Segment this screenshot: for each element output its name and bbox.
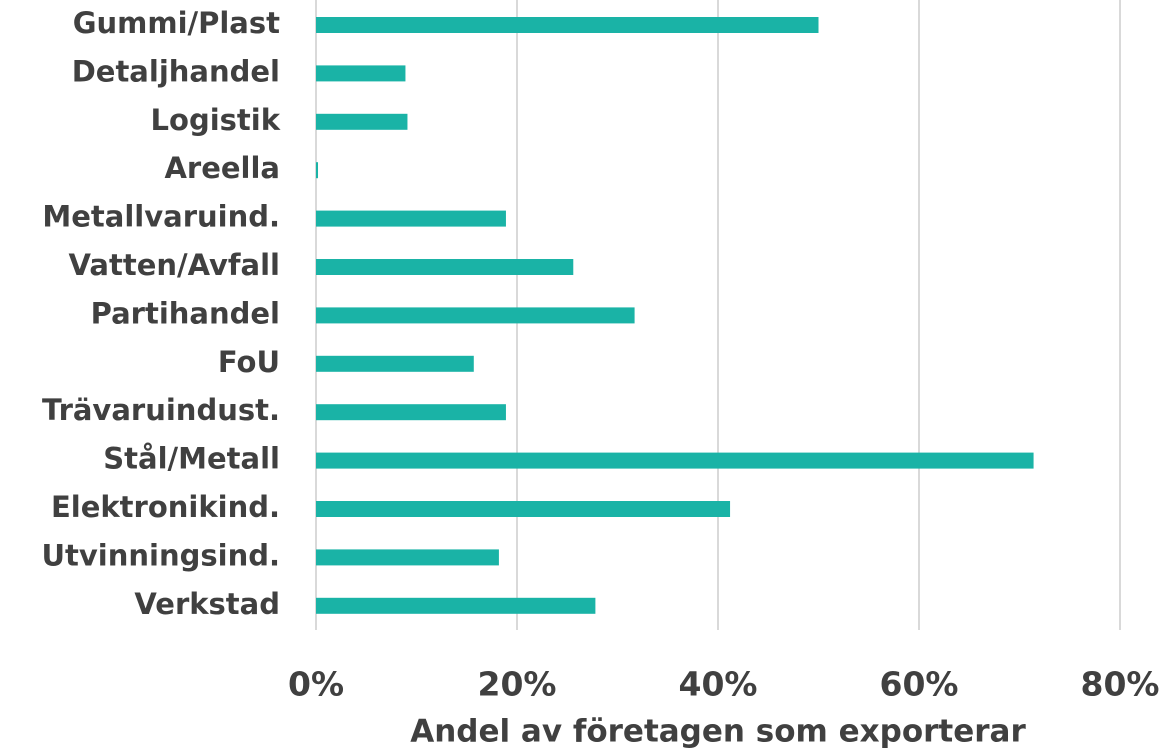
x-tick-label: 80%: [1081, 665, 1160, 704]
y-tick-label: Metallvaruind.: [42, 200, 280, 234]
y-tick-label: Utvinningsind.: [41, 538, 280, 572]
bar: [316, 597, 596, 614]
bar: [316, 17, 819, 33]
x-axis-title: Andel av företagen som exporterar: [410, 714, 1026, 750]
y-tick-label: Elektronikind.: [51, 490, 280, 524]
bar: [316, 162, 319, 179]
y-tick-label: Vatten/Avfall: [69, 248, 280, 282]
bar: [316, 65, 406, 82]
bar: [316, 113, 408, 130]
bar: [316, 355, 474, 372]
bar: [316, 501, 731, 517]
y-tick-label: Gummi/Plast: [73, 6, 280, 40]
bar: [316, 452, 1034, 469]
y-tick-label: Trävaruindust.: [42, 393, 280, 427]
bar: [316, 549, 499, 566]
y-tick-label: Areella: [164, 151, 280, 185]
y-tick-label: Partihandel: [91, 296, 280, 330]
x-tick-label: 40%: [679, 665, 758, 704]
y-tick-label: Verkstad: [134, 587, 280, 621]
bar: [316, 404, 506, 421]
y-tick-label: Detaljhandel: [72, 54, 280, 88]
x-tick-label: 20%: [478, 665, 557, 704]
bar: [316, 307, 635, 324]
y-tick-label: FoU: [218, 345, 280, 379]
x-tick-label: 60%: [880, 665, 959, 704]
x-tick-label: 0%: [288, 665, 344, 704]
y-tick-label: Stål/Metall: [103, 442, 280, 476]
bar: [316, 259, 574, 275]
bar: [316, 210, 506, 227]
y-tick-label: Logistik: [151, 103, 281, 137]
